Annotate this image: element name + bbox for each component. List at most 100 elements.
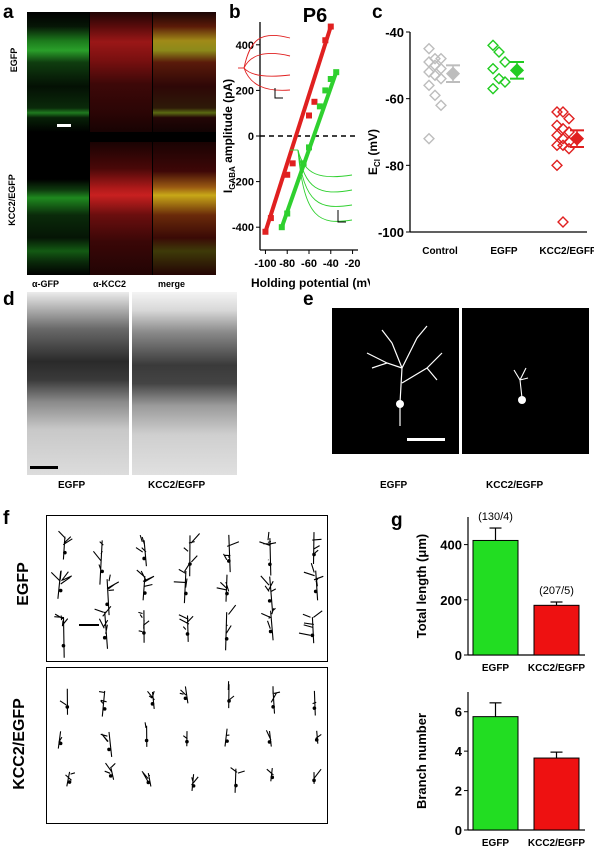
neuron-soma xyxy=(234,783,238,788)
column-label-merge: merge xyxy=(158,279,186,289)
panel-label-e: e xyxy=(303,289,314,310)
bar-annotation: (130/4) xyxy=(478,511,513,523)
y-tick-label: 2 xyxy=(455,784,462,799)
neuron-tracing xyxy=(100,731,113,757)
neuron-soma xyxy=(225,739,229,743)
y-tick-label: 200 xyxy=(236,85,254,97)
series-point-1 xyxy=(333,69,340,76)
y-axis-label: ECl (mV) xyxy=(366,129,382,175)
data-point-0 xyxy=(423,132,435,145)
y-tick-label: 6 xyxy=(455,705,462,720)
neuron-tracing xyxy=(147,690,155,709)
neuron-tracing xyxy=(179,686,189,704)
panel-label-b: b xyxy=(229,2,241,23)
y-tick-label: 0 xyxy=(455,648,462,663)
neuron-tracing xyxy=(223,534,240,573)
trace-green xyxy=(297,149,353,222)
trace-green xyxy=(297,149,353,207)
neuron-soma xyxy=(142,556,146,561)
neuron-soma xyxy=(67,780,72,784)
neuron-soma xyxy=(105,602,109,607)
data-point-0 xyxy=(435,72,447,85)
data-point-1 xyxy=(487,82,499,95)
y-tick-label: 400 xyxy=(236,40,254,52)
y-axis-label: Branch number xyxy=(414,713,429,809)
micrograph-egfp-gfp xyxy=(27,12,89,132)
micrograph-kcc2egfp-merge xyxy=(153,142,216,275)
y-tick-label: 0 xyxy=(455,823,462,838)
neuron-tracing xyxy=(173,562,191,604)
series-point-1 xyxy=(322,87,329,94)
neuron-tracing xyxy=(225,604,237,651)
neuron-soma xyxy=(108,774,113,778)
row-label-f-kcc2egfp: KCC2/EGFP xyxy=(11,698,28,790)
y-tick-label: 4 xyxy=(455,744,463,759)
inset-traces-green xyxy=(290,149,353,222)
micrograph-kcc2egfp-kcc2 xyxy=(90,142,152,275)
series-point-1 xyxy=(327,76,334,82)
row-label-kcc2egfp: KCC2/EGFP xyxy=(7,174,17,226)
trace-green xyxy=(297,149,353,178)
category-label: KCC2/EGFP xyxy=(528,663,586,674)
category-label: EGFP xyxy=(482,838,510,849)
series-point-1 xyxy=(278,224,285,231)
neuron-tracing xyxy=(50,570,73,599)
neuron-tracing xyxy=(265,730,272,747)
ecl-scatter-chart: -40 -60 -80 -100 ECl (mV) Control EGFP KCC2/EGF… xyxy=(366,25,594,257)
neuron-soma xyxy=(142,631,146,635)
neuron-soma xyxy=(184,591,188,596)
neuron-soma xyxy=(61,643,66,648)
neuron-kcc2egfp-shape xyxy=(513,367,529,399)
neuron-soma xyxy=(100,569,104,574)
data-point-0 xyxy=(435,52,447,65)
neuron-tracing xyxy=(312,690,317,716)
mean-marker-1 xyxy=(509,63,525,78)
series-point-0 xyxy=(289,160,296,167)
neuron-soma xyxy=(312,778,316,783)
neuron-tracing xyxy=(224,728,230,747)
trace-red xyxy=(243,67,291,91)
neuron-soma xyxy=(185,632,190,636)
neuron-soma xyxy=(225,591,229,596)
neuron-soma xyxy=(143,591,147,595)
neuron-tracing xyxy=(106,574,120,616)
data-point-2 xyxy=(557,216,569,228)
data-point-2 xyxy=(551,159,563,172)
inset-scale-green xyxy=(337,210,346,223)
column-label-gfp: α-GFP xyxy=(32,279,60,289)
data-point-0 xyxy=(429,89,441,102)
series-point-0 xyxy=(267,215,274,222)
data-point-2 xyxy=(557,106,569,118)
series-point-1 xyxy=(306,144,312,151)
bar-1 xyxy=(533,757,580,831)
neuron-soma xyxy=(268,629,273,634)
x-tick-label: -20 xyxy=(345,258,361,270)
total-length-chart: 0 200 400 Total length (μm) EGFP (130/4) KCC2/… xyxy=(414,511,586,674)
data-point-0 xyxy=(423,42,435,55)
column-label-kcc2: α-KCC2 xyxy=(93,279,127,289)
bar-annotation: (207/5) xyxy=(539,585,574,597)
neuron-soma xyxy=(102,635,107,640)
trace-red xyxy=(243,67,291,77)
label-e-egfp: EGFP xyxy=(380,480,408,491)
bar-0 xyxy=(472,539,519,656)
iv-chart: P6 -400 -200 0 200 400 -100 -80 -60 -40 -20 Holding… xyxy=(221,5,370,290)
neuron-soma xyxy=(102,707,107,711)
category-label: EGFP xyxy=(490,246,518,257)
neuron-soma xyxy=(144,738,149,743)
inset-traces-red xyxy=(238,34,291,91)
neuron-soma xyxy=(310,633,315,638)
neuron-soma xyxy=(314,738,319,742)
bar-1 xyxy=(533,604,580,656)
neuron-soma xyxy=(227,699,231,703)
neuron-tracing xyxy=(99,690,107,717)
y-tick-label: -400 xyxy=(232,222,254,234)
neuron-tracing xyxy=(59,688,69,715)
neuron-tracing xyxy=(138,610,150,643)
neuron-tracing xyxy=(270,686,281,714)
neuron-tracing xyxy=(303,563,324,601)
dendrite-image-egfp xyxy=(27,292,129,475)
trace-green xyxy=(297,149,353,193)
neuron-soma xyxy=(268,562,272,567)
tracings-box-kcc2egfp xyxy=(46,667,328,824)
